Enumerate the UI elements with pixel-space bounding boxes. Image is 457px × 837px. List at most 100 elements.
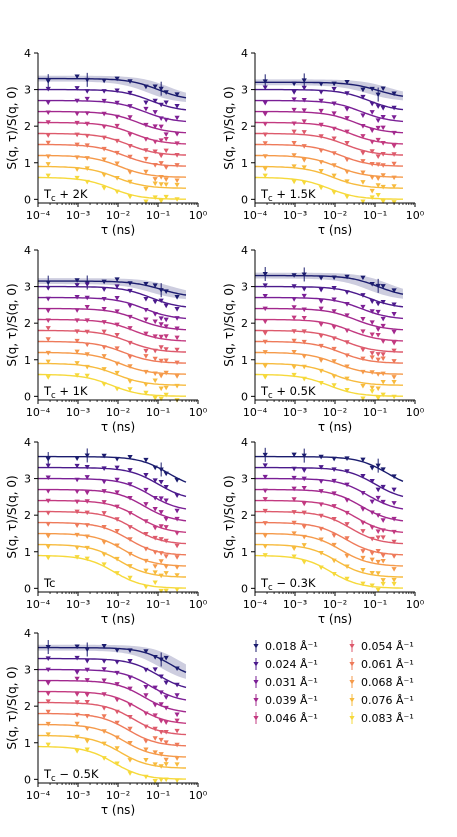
data-marker (291, 81, 297, 87)
data-marker (45, 645, 51, 650)
data-marker (375, 162, 381, 167)
data-marker (74, 712, 80, 718)
data-marker (301, 316, 307, 321)
data-marker (331, 111, 337, 116)
confidence-band (38, 75, 186, 103)
data-marker (391, 380, 397, 385)
data-marker (375, 104, 381, 109)
data-marker (152, 163, 158, 168)
data-marker (262, 508, 268, 514)
x-tick-label: 10⁰ (189, 209, 208, 222)
x-tick-label: 10⁻³ (66, 598, 90, 611)
y-tick-label: 0 (24, 193, 31, 206)
data-marker (380, 86, 386, 92)
data-marker (84, 647, 90, 653)
data-marker (331, 504, 337, 509)
data-marker (369, 320, 375, 325)
y-tick-label: 3 (241, 281, 248, 294)
data-marker (152, 312, 158, 317)
data-marker (380, 299, 386, 305)
data-marker (101, 643, 107, 649)
data-marker (369, 551, 375, 556)
data-marker (369, 139, 375, 145)
fit-curve-q8 (255, 154, 404, 178)
data-marker (158, 322, 164, 327)
data-marker (369, 499, 375, 505)
data-marker (291, 554, 297, 560)
data-marker (301, 130, 307, 135)
data-marker (344, 387, 350, 393)
data-marker (291, 315, 297, 321)
data-marker (360, 304, 366, 310)
data-marker (301, 85, 307, 91)
x-axis-label: τ (ns) (318, 612, 352, 626)
x-tick-label: 10⁻⁴ (243, 406, 268, 419)
label-main: T (43, 767, 52, 781)
data-marker (74, 749, 80, 754)
data-marker (127, 468, 133, 473)
data-marker (375, 535, 381, 541)
data-marker (127, 564, 133, 569)
x-tick-label: 10⁻³ (66, 209, 90, 222)
data-marker (262, 544, 268, 549)
data-marker (301, 453, 307, 459)
data-marker (101, 667, 107, 672)
legend-label: 0.068 Å⁻¹ (361, 676, 414, 689)
data-marker (344, 469, 350, 474)
data-marker (301, 534, 307, 540)
data-marker (127, 326, 133, 331)
data-marker (114, 504, 120, 510)
data-marker (127, 387, 133, 392)
data-marker (152, 371, 158, 377)
data-marker (360, 159, 366, 164)
data-marker (45, 681, 51, 686)
data-marker (262, 141, 268, 146)
data-marker (45, 742, 51, 748)
data-marker (360, 124, 366, 129)
data-marker (318, 160, 324, 165)
data-marker (174, 383, 180, 389)
data-marker (101, 678, 107, 684)
data-marker (163, 762, 169, 767)
data-marker (84, 318, 90, 324)
data-marker (45, 375, 51, 380)
data-marker (74, 734, 80, 740)
data-marker (84, 556, 90, 562)
data-marker (174, 103, 180, 109)
data-marker (158, 702, 164, 707)
data-marker (174, 295, 180, 300)
data-marker (318, 322, 324, 327)
label-subscript: c (268, 194, 273, 204)
data-marker (331, 151, 337, 156)
data-marker (114, 490, 120, 495)
data-marker (152, 667, 158, 673)
data-marker (380, 173, 386, 178)
data-marker (143, 667, 149, 673)
fit-curve-q3 (255, 477, 404, 510)
data-marker (391, 487, 397, 493)
data-marker (114, 277, 120, 282)
data-marker (158, 316, 164, 322)
data-marker (174, 197, 180, 202)
data-marker (45, 691, 51, 697)
data-marker (318, 526, 324, 532)
data-marker (318, 306, 324, 312)
data-marker (84, 464, 90, 470)
data-marker (163, 303, 169, 309)
data-marker (152, 685, 158, 691)
data-marker (163, 471, 169, 477)
data-marker (127, 132, 133, 138)
data-marker (152, 478, 158, 483)
data-marker (114, 571, 120, 576)
y-tick-label: 0 (241, 193, 248, 206)
data-marker (174, 141, 180, 146)
data-marker (152, 283, 158, 289)
data-marker (163, 655, 169, 661)
data-marker (318, 168, 324, 174)
data-marker (262, 293, 268, 299)
data-marker (101, 367, 107, 372)
data-marker (360, 87, 366, 93)
data-marker (380, 379, 386, 385)
fit-curve-q4 (38, 488, 187, 522)
